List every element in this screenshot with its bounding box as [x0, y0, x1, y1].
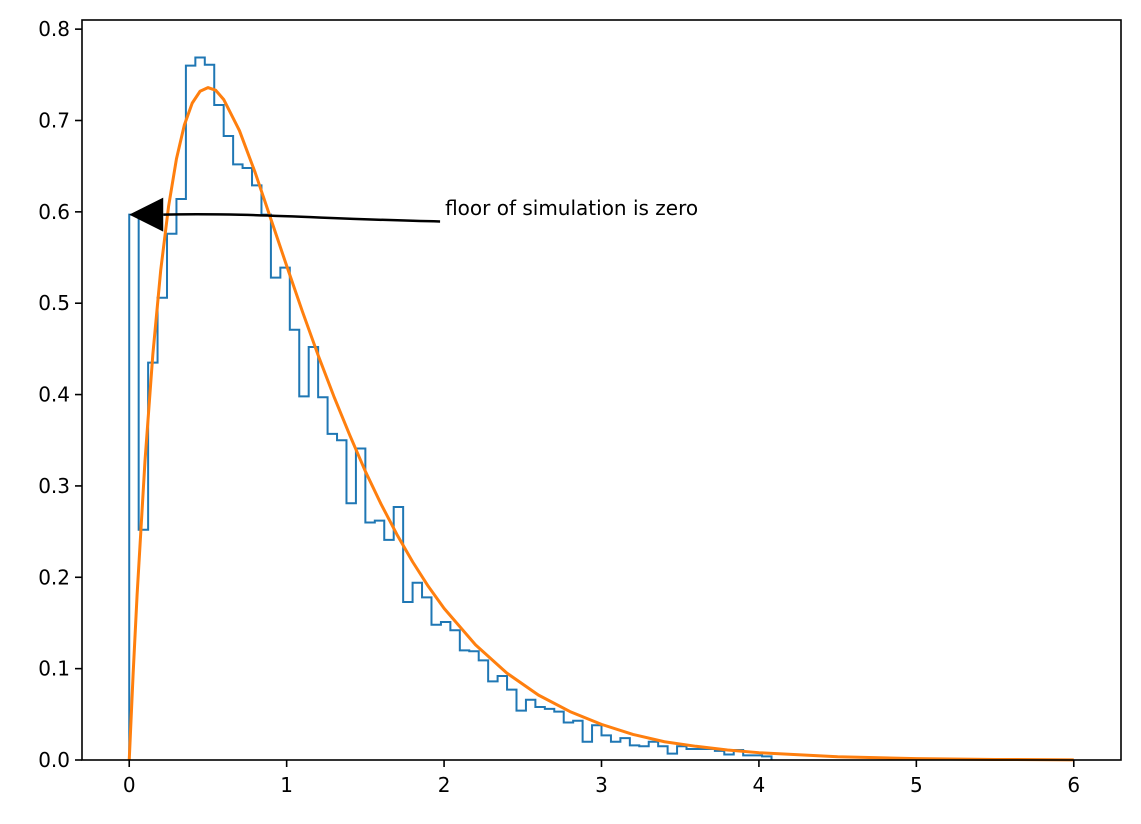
annotation-arrow-head	[129, 197, 164, 232]
y-tick-label: 0.4	[38, 383, 70, 407]
y-tick-label: 0.1	[38, 657, 70, 681]
x-tick-label: 5	[910, 773, 923, 797]
annotation-arrow-line	[163, 212, 441, 223]
y-tick-label: 0.0	[38, 748, 70, 772]
fitted-curve-series	[127, 86, 1074, 762]
x-tick-label: 0	[123, 773, 136, 797]
x-tick-label: 4	[753, 773, 766, 797]
x-tick-label: 1	[280, 773, 293, 797]
histogram-step-series	[128, 56, 773, 760]
y-tick-label: 0.7	[38, 108, 70, 132]
y-tick-label: 0.8	[38, 17, 70, 41]
annotation-layer: floor of simulation is zero	[129, 196, 698, 232]
y-axis: 0.0 0.1 0.2 0.3 0.4 0.5 0.6 0.7 0.8	[38, 17, 82, 772]
annotation-text: floor of simulation is zero	[445, 196, 698, 220]
y-tick-label: 0.5	[38, 291, 70, 315]
y-tick-label: 0.3	[38, 474, 70, 498]
y-tick-label: 0.2	[38, 565, 70, 589]
x-axis: 0 1 2 3 4 5 6	[123, 760, 1080, 797]
x-tick-label: 3	[595, 773, 608, 797]
x-tick-label: 6	[1067, 773, 1080, 797]
series-layer	[127, 56, 1074, 762]
y-tick-label: 0.6	[38, 200, 70, 224]
x-tick-label: 2	[438, 773, 451, 797]
